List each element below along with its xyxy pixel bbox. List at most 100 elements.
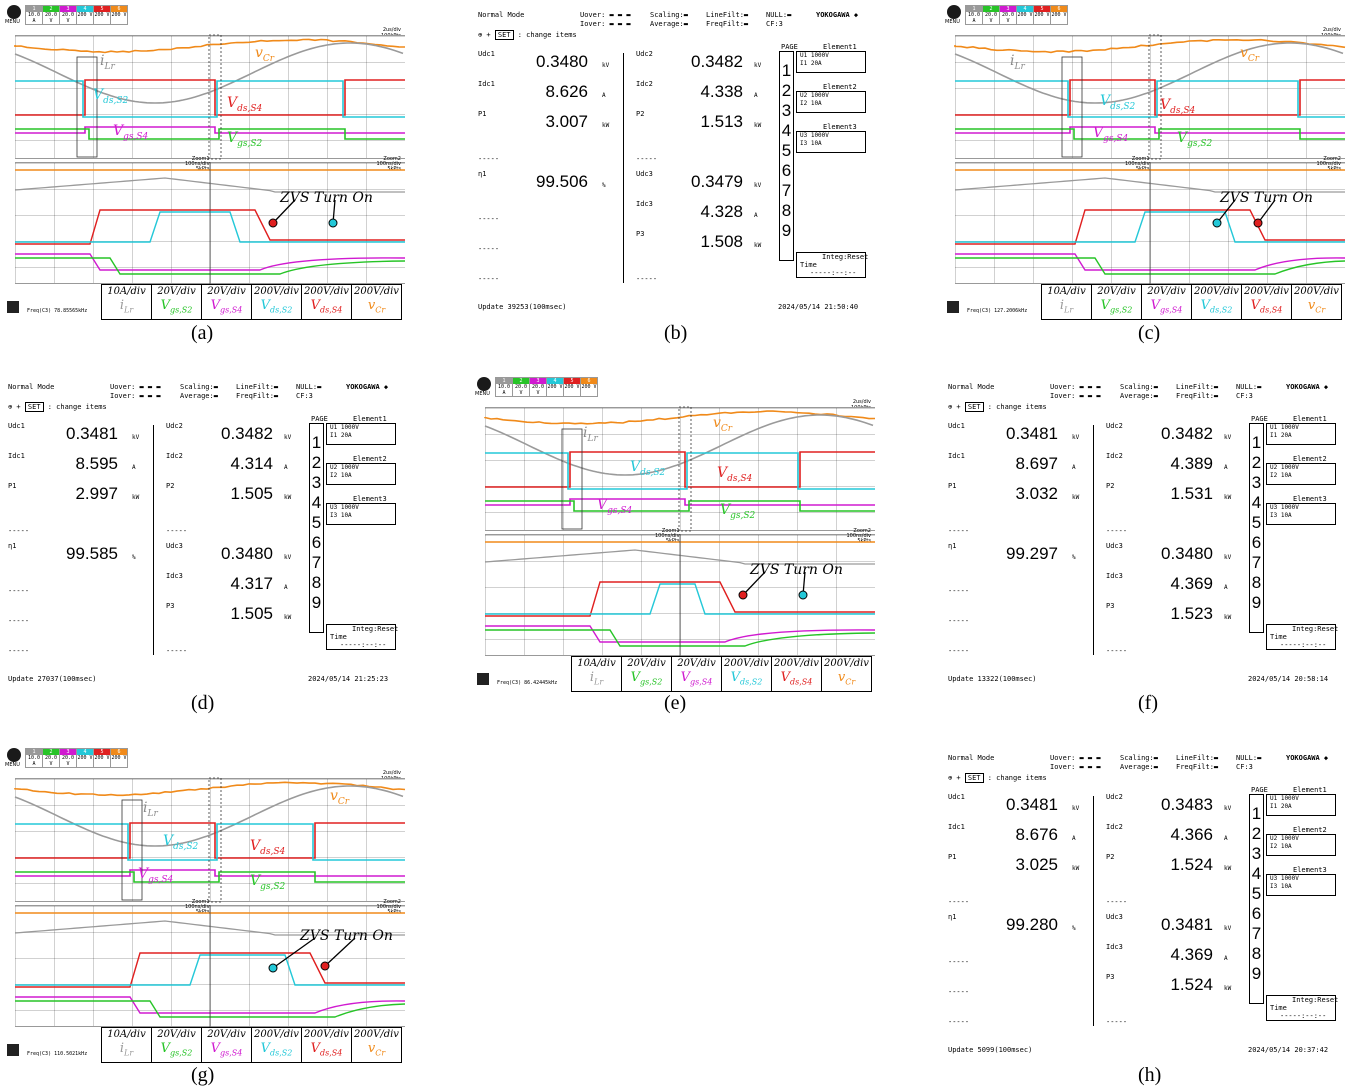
- channel-box-6[interactable]: 6 200 V: [110, 5, 128, 25]
- page-number-8[interactable]: 8: [781, 201, 792, 220]
- page-number-2[interactable]: 2: [781, 81, 792, 100]
- channel-box-2[interactable]: 2 20.0 V: [512, 377, 530, 397]
- set-hint[interactable]: ⊕ + SET : change items: [8, 403, 107, 411]
- element1-box[interactable]: U1 1000V I1 20A: [326, 423, 396, 445]
- element2-box[interactable]: U2 1000V I2 10A: [796, 91, 866, 113]
- menu-icon[interactable]: [7, 5, 21, 19]
- channel-box-2[interactable]: 2 20.0 V: [42, 5, 60, 25]
- page-number-1[interactable]: 1: [1251, 433, 1262, 452]
- set-hint[interactable]: ⊕ + SET : change items: [948, 774, 1047, 782]
- analyzer-panel-d: Normal Mode Uover: ▬ ▬ ▬ Iover: ▬ ▬ ▬ Scali…: [8, 377, 408, 692]
- channel-box-3[interactable]: 3 20.0 V: [59, 748, 77, 768]
- channel-box-2[interactable]: 2 20.0 V: [982, 5, 1000, 25]
- element3-box[interactable]: U3 1000V I3 10A: [326, 503, 396, 525]
- dash-row: -----: [948, 1018, 969, 1026]
- page-number-4[interactable]: 4: [1251, 864, 1262, 883]
- page-number-2[interactable]: 2: [1251, 824, 1262, 843]
- page-number-7[interactable]: 7: [311, 553, 322, 572]
- channel-box-3[interactable]: 3 20.0 V: [59, 5, 77, 25]
- column-divider: [623, 53, 624, 283]
- integ-box[interactable]: Integ:Reset Time -----:--:--: [326, 624, 396, 650]
- menu-icon[interactable]: [477, 377, 491, 391]
- page-number-4[interactable]: 4: [1251, 493, 1262, 512]
- scope-toolbar: MENU 1 10.0 A 2 20.0 V 3 20.0 V 4 200 V 5 200 V 6 20…: [945, 5, 1345, 27]
- channel-box-3[interactable]: 3 20.0 V: [999, 5, 1017, 25]
- channel-box-2[interactable]: 2 20.0 V: [42, 748, 60, 768]
- element2-box[interactable]: U2 1000V I2 10A: [1266, 463, 1336, 485]
- element3-box[interactable]: U3 1000V I3 10A: [1266, 503, 1336, 525]
- page-number-8[interactable]: 8: [1251, 573, 1262, 592]
- value-p3: 1.505: [193, 604, 273, 624]
- page-number-7[interactable]: 7: [1251, 924, 1262, 943]
- channel-box-4[interactable]: 4 200 V: [546, 377, 564, 397]
- channel-box-1[interactable]: 1 10.0 A: [25, 748, 43, 768]
- page-number-6[interactable]: 6: [781, 161, 792, 180]
- page-number-5[interactable]: 5: [781, 141, 792, 160]
- menu-icon[interactable]: [7, 748, 21, 762]
- page-number-5[interactable]: 5: [311, 513, 322, 532]
- set-hint[interactable]: ⊕ + SET : change items: [478, 31, 577, 39]
- scope-toolbar: MENU 1 10.0 A 2 20.0 V 3 20.0 V 4 200 V 5 200 V 6 20…: [475, 377, 875, 399]
- page-number-3[interactable]: 3: [311, 473, 322, 492]
- page-number-1[interactable]: 1: [781, 61, 792, 80]
- scale-cell: 200V/div vCr: [821, 657, 871, 691]
- label-p2: P2: [636, 110, 644, 118]
- label-idc1: Idc1: [948, 452, 965, 460]
- channel-box-4[interactable]: 4 200 V: [1016, 5, 1034, 25]
- page-number-7[interactable]: 7: [781, 181, 792, 200]
- element1-box[interactable]: U1 1000V I1 20A: [1266, 423, 1336, 445]
- page-number-5[interactable]: 5: [1251, 513, 1262, 532]
- page-number-1[interactable]: 1: [1251, 804, 1262, 823]
- page-number-2[interactable]: 2: [1251, 453, 1262, 472]
- page-number-9[interactable]: 9: [781, 221, 792, 240]
- channel-box-5[interactable]: 5 200 V: [563, 377, 581, 397]
- channel-box-1[interactable]: 1 10.0 A: [25, 5, 43, 25]
- menu-icon[interactable]: [947, 5, 961, 19]
- channel-box-5[interactable]: 5 200 V: [93, 5, 111, 25]
- set-hint[interactable]: ⊕ + SET : change items: [948, 403, 1047, 411]
- page-number-6[interactable]: 6: [311, 533, 322, 552]
- page-number-9[interactable]: 9: [1251, 964, 1262, 983]
- dash-row: -----: [166, 647, 187, 655]
- channel-box-5[interactable]: 5 200 V: [1033, 5, 1051, 25]
- page-number-2[interactable]: 2: [311, 453, 322, 472]
- page-number-9[interactable]: 9: [1251, 593, 1262, 612]
- unit-udc1: kV: [132, 434, 139, 441]
- page-number-3[interactable]: 3: [781, 101, 792, 120]
- channel-box-4[interactable]: 4 200 V: [76, 5, 94, 25]
- uover-label: Uover: ▬ ▬ ▬: [1050, 754, 1101, 762]
- analyzer-panel-b: Normal Mode Uover: ▬ ▬ ▬ Iover: ▬ ▬ ▬ Scali…: [478, 5, 878, 320]
- channel-box-6[interactable]: 6 200 V: [1050, 5, 1068, 25]
- element1-box[interactable]: U1 1000V I1 20A: [796, 51, 866, 73]
- integ-box[interactable]: Integ:Reset Time -----:--:--: [1266, 995, 1336, 1021]
- page-number-3[interactable]: 3: [1251, 844, 1262, 863]
- page-number-7[interactable]: 7: [1251, 553, 1262, 572]
- page-number-1[interactable]: 1: [311, 433, 322, 452]
- channel-box-1[interactable]: 1 10.0 A: [965, 5, 983, 25]
- page-number-8[interactable]: 8: [1251, 944, 1262, 963]
- element2-box[interactable]: U2 1000V I2 10A: [326, 463, 396, 485]
- element2-box[interactable]: U2 1000V I2 10A: [1266, 834, 1336, 856]
- iover-label: Iover: ▬ ▬ ▬: [110, 392, 161, 400]
- channel-box-5[interactable]: 5 200 V: [93, 748, 111, 768]
- element3-box[interactable]: U3 1000V I3 10A: [1266, 874, 1336, 896]
- channel-box-3[interactable]: 3 20.0 V: [529, 377, 547, 397]
- page-number-8[interactable]: 8: [311, 573, 322, 592]
- integ-box[interactable]: Integ:Reset Time -----:--:--: [796, 252, 866, 278]
- page-number-6[interactable]: 6: [1251, 904, 1262, 923]
- page-number-6[interactable]: 6: [1251, 533, 1262, 552]
- page-number-4[interactable]: 4: [781, 121, 792, 140]
- channel-box-1[interactable]: 1 10.0 A: [495, 377, 513, 397]
- channel-box-4[interactable]: 4 200 V: [76, 748, 94, 768]
- element3-box[interactable]: U3 1000V I3 10A: [796, 131, 866, 153]
- integ-box[interactable]: Integ:Reset Time -----:--:--: [1266, 624, 1336, 650]
- page-number-5[interactable]: 5: [1251, 884, 1262, 903]
- page-number-4[interactable]: 4: [311, 493, 322, 512]
- label-udc2: Udc2: [636, 50, 653, 58]
- channel-box-6[interactable]: 6 200 V: [580, 377, 598, 397]
- page-number-3[interactable]: 3: [1251, 473, 1262, 492]
- element1-box[interactable]: U1 1000V I1 20A: [1266, 794, 1336, 816]
- channel-box-6[interactable]: 6 200 V: [110, 748, 128, 768]
- scale-cell: 200V/div vCr: [351, 1028, 401, 1062]
- page-number-9[interactable]: 9: [311, 593, 322, 612]
